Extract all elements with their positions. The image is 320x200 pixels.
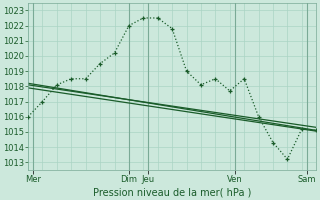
- X-axis label: Pression niveau de la mer( hPa ): Pression niveau de la mer( hPa ): [93, 187, 251, 197]
